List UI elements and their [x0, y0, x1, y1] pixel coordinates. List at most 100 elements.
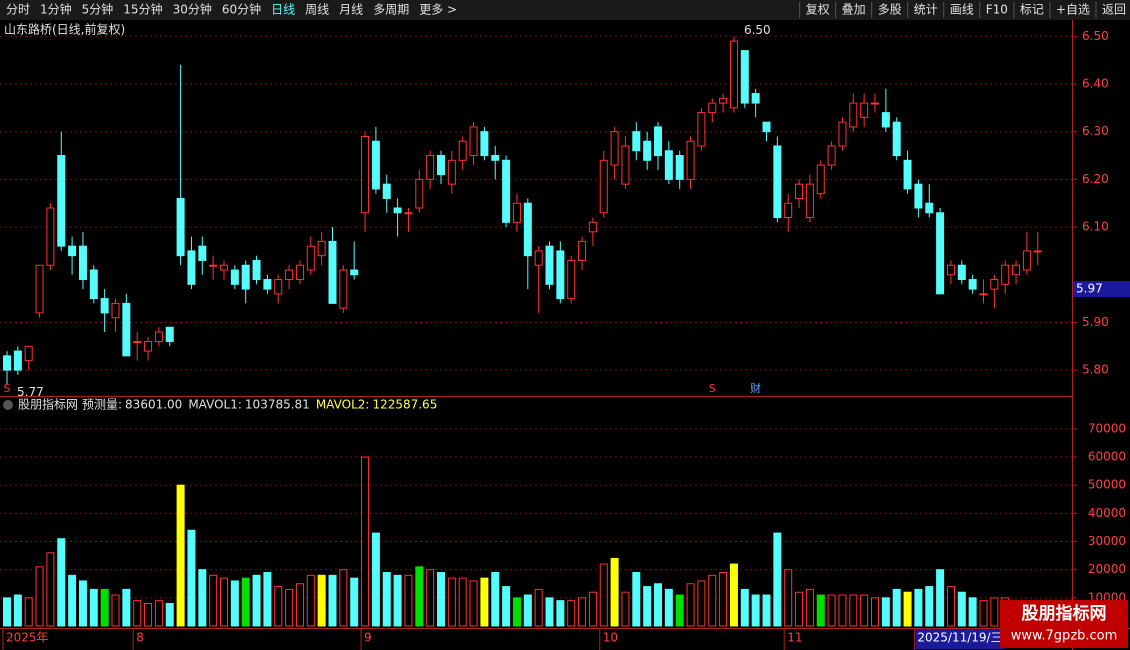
volume-bar — [57, 538, 66, 627]
candle-body — [100, 298, 109, 314]
candle-body — [220, 264, 228, 271]
volume-bar — [404, 574, 413, 627]
candle-body — [68, 245, 77, 257]
toolbar-item[interactable]: 日线 — [271, 3, 295, 17]
candle-body — [154, 331, 163, 343]
volume-bar — [686, 583, 695, 627]
volume-bar — [632, 572, 641, 627]
candle-body — [480, 131, 489, 157]
volume-bar — [946, 586, 955, 627]
candle-body — [1012, 264, 1021, 276]
candle-body — [415, 178, 424, 209]
candle-body — [816, 164, 825, 195]
candle-body — [111, 302, 120, 319]
volume-bar — [892, 588, 901, 627]
event-marker[interactable]: 财 — [750, 381, 761, 395]
candle-body — [361, 135, 370, 214]
candle-body — [784, 202, 793, 219]
candle-body — [729, 40, 738, 109]
y-tick-label: 20000 — [1088, 562, 1126, 576]
candle-body — [610, 131, 619, 166]
candle-body — [13, 350, 22, 371]
date-label: 2025年 — [6, 631, 49, 645]
candle-body — [24, 345, 33, 362]
candle-body — [849, 102, 858, 128]
legend-name: MAVOL1: — [188, 398, 242, 412]
candle-body — [773, 145, 782, 219]
y-tick-label: 70000 — [1088, 421, 1126, 435]
toolbar-item[interactable]: 多周期 — [373, 3, 409, 17]
volume-bar — [133, 600, 142, 627]
event-marker[interactable]: S — [4, 382, 11, 395]
toolbar-item[interactable]: 月线 — [339, 3, 363, 17]
volume-bar — [545, 597, 554, 627]
candle-body — [447, 159, 456, 185]
toolbar-item[interactable]: 1分钟 — [40, 2, 72, 17]
legend-value: 103785.81 — [245, 398, 310, 412]
volume-bar — [154, 600, 163, 627]
volume-bar — [751, 594, 760, 627]
toolbar-item[interactable]: 多股 — [878, 3, 902, 17]
volume-bar — [458, 577, 467, 627]
volume-bar — [849, 594, 858, 627]
volume-bar — [805, 588, 814, 627]
candle-body — [209, 264, 218, 267]
toolbar-item[interactable]: 更多 > — [419, 3, 457, 17]
volume-bar — [784, 569, 793, 627]
date-highlight — [915, 629, 1005, 649]
candle-body — [502, 159, 511, 223]
toolbar-item[interactable]: 5分钟 — [82, 2, 114, 17]
date-label: 10 — [603, 631, 618, 645]
collapse-icon[interactable] — [3, 400, 13, 410]
candle-body — [404, 212, 413, 215]
volume-bar — [122, 588, 131, 627]
event-marker[interactable]: S — [709, 382, 716, 395]
watermark-name: 股朋指标网 — [1022, 603, 1107, 624]
volume-bar — [480, 577, 489, 627]
candle-body — [708, 102, 717, 114]
candle-body — [740, 50, 749, 104]
candle-body — [881, 112, 890, 128]
volume-bar — [35, 566, 44, 627]
toolbar-item[interactable]: F10 — [986, 3, 1008, 17]
volume-bar — [512, 597, 521, 627]
candle-body — [437, 155, 445, 176]
volume-bar — [393, 574, 402, 627]
toolbar-item[interactable]: 标记 — [1020, 3, 1044, 17]
toolbar-item[interactable]: 复权 — [806, 3, 830, 17]
volume-bar — [502, 586, 511, 627]
candle-body — [252, 259, 261, 281]
toolbar-item[interactable]: +自选 — [1056, 3, 1090, 17]
toolbar-item[interactable]: 画线 — [950, 3, 974, 17]
toolbar-item[interactable]: 统计 — [914, 3, 938, 17]
toolbar-item[interactable]: 周线 — [305, 3, 329, 17]
candle-body — [664, 150, 673, 180]
candle-body — [968, 279, 977, 290]
volume-bar — [740, 588, 749, 627]
candle-body — [675, 155, 684, 180]
candle-body — [545, 245, 554, 285]
y-tick-label: 6.30 — [1082, 124, 1109, 138]
candle-body — [1001, 264, 1010, 285]
toolbar-item[interactable]: 60分钟 — [222, 2, 261, 17]
toolbar-item[interactable]: 15分钟 — [123, 2, 162, 17]
toolbar-item[interactable]: 返回 — [1102, 3, 1126, 17]
candle-body — [827, 145, 836, 166]
volume-bar — [176, 484, 185, 627]
volume-bar — [578, 597, 587, 627]
candle-body — [371, 140, 380, 190]
toolbar-item[interactable]: 叠加 — [842, 3, 866, 17]
candle-body — [805, 183, 814, 219]
volume-bar — [719, 572, 728, 627]
volume-bar — [285, 588, 294, 627]
legend-name: 预测量: — [82, 398, 122, 412]
toolbar-item[interactable]: 分时 — [6, 3, 30, 17]
toolbar-item[interactable]: 30分钟 — [173, 2, 212, 17]
candle-body — [458, 140, 467, 161]
volume-bar — [556, 600, 565, 627]
candle-body — [751, 93, 760, 104]
volume-bar — [881, 597, 890, 627]
y-tick-label: 6.50 — [1082, 29, 1109, 43]
candle-body — [762, 121, 771, 133]
price-annotation: 5.77 — [17, 385, 44, 399]
